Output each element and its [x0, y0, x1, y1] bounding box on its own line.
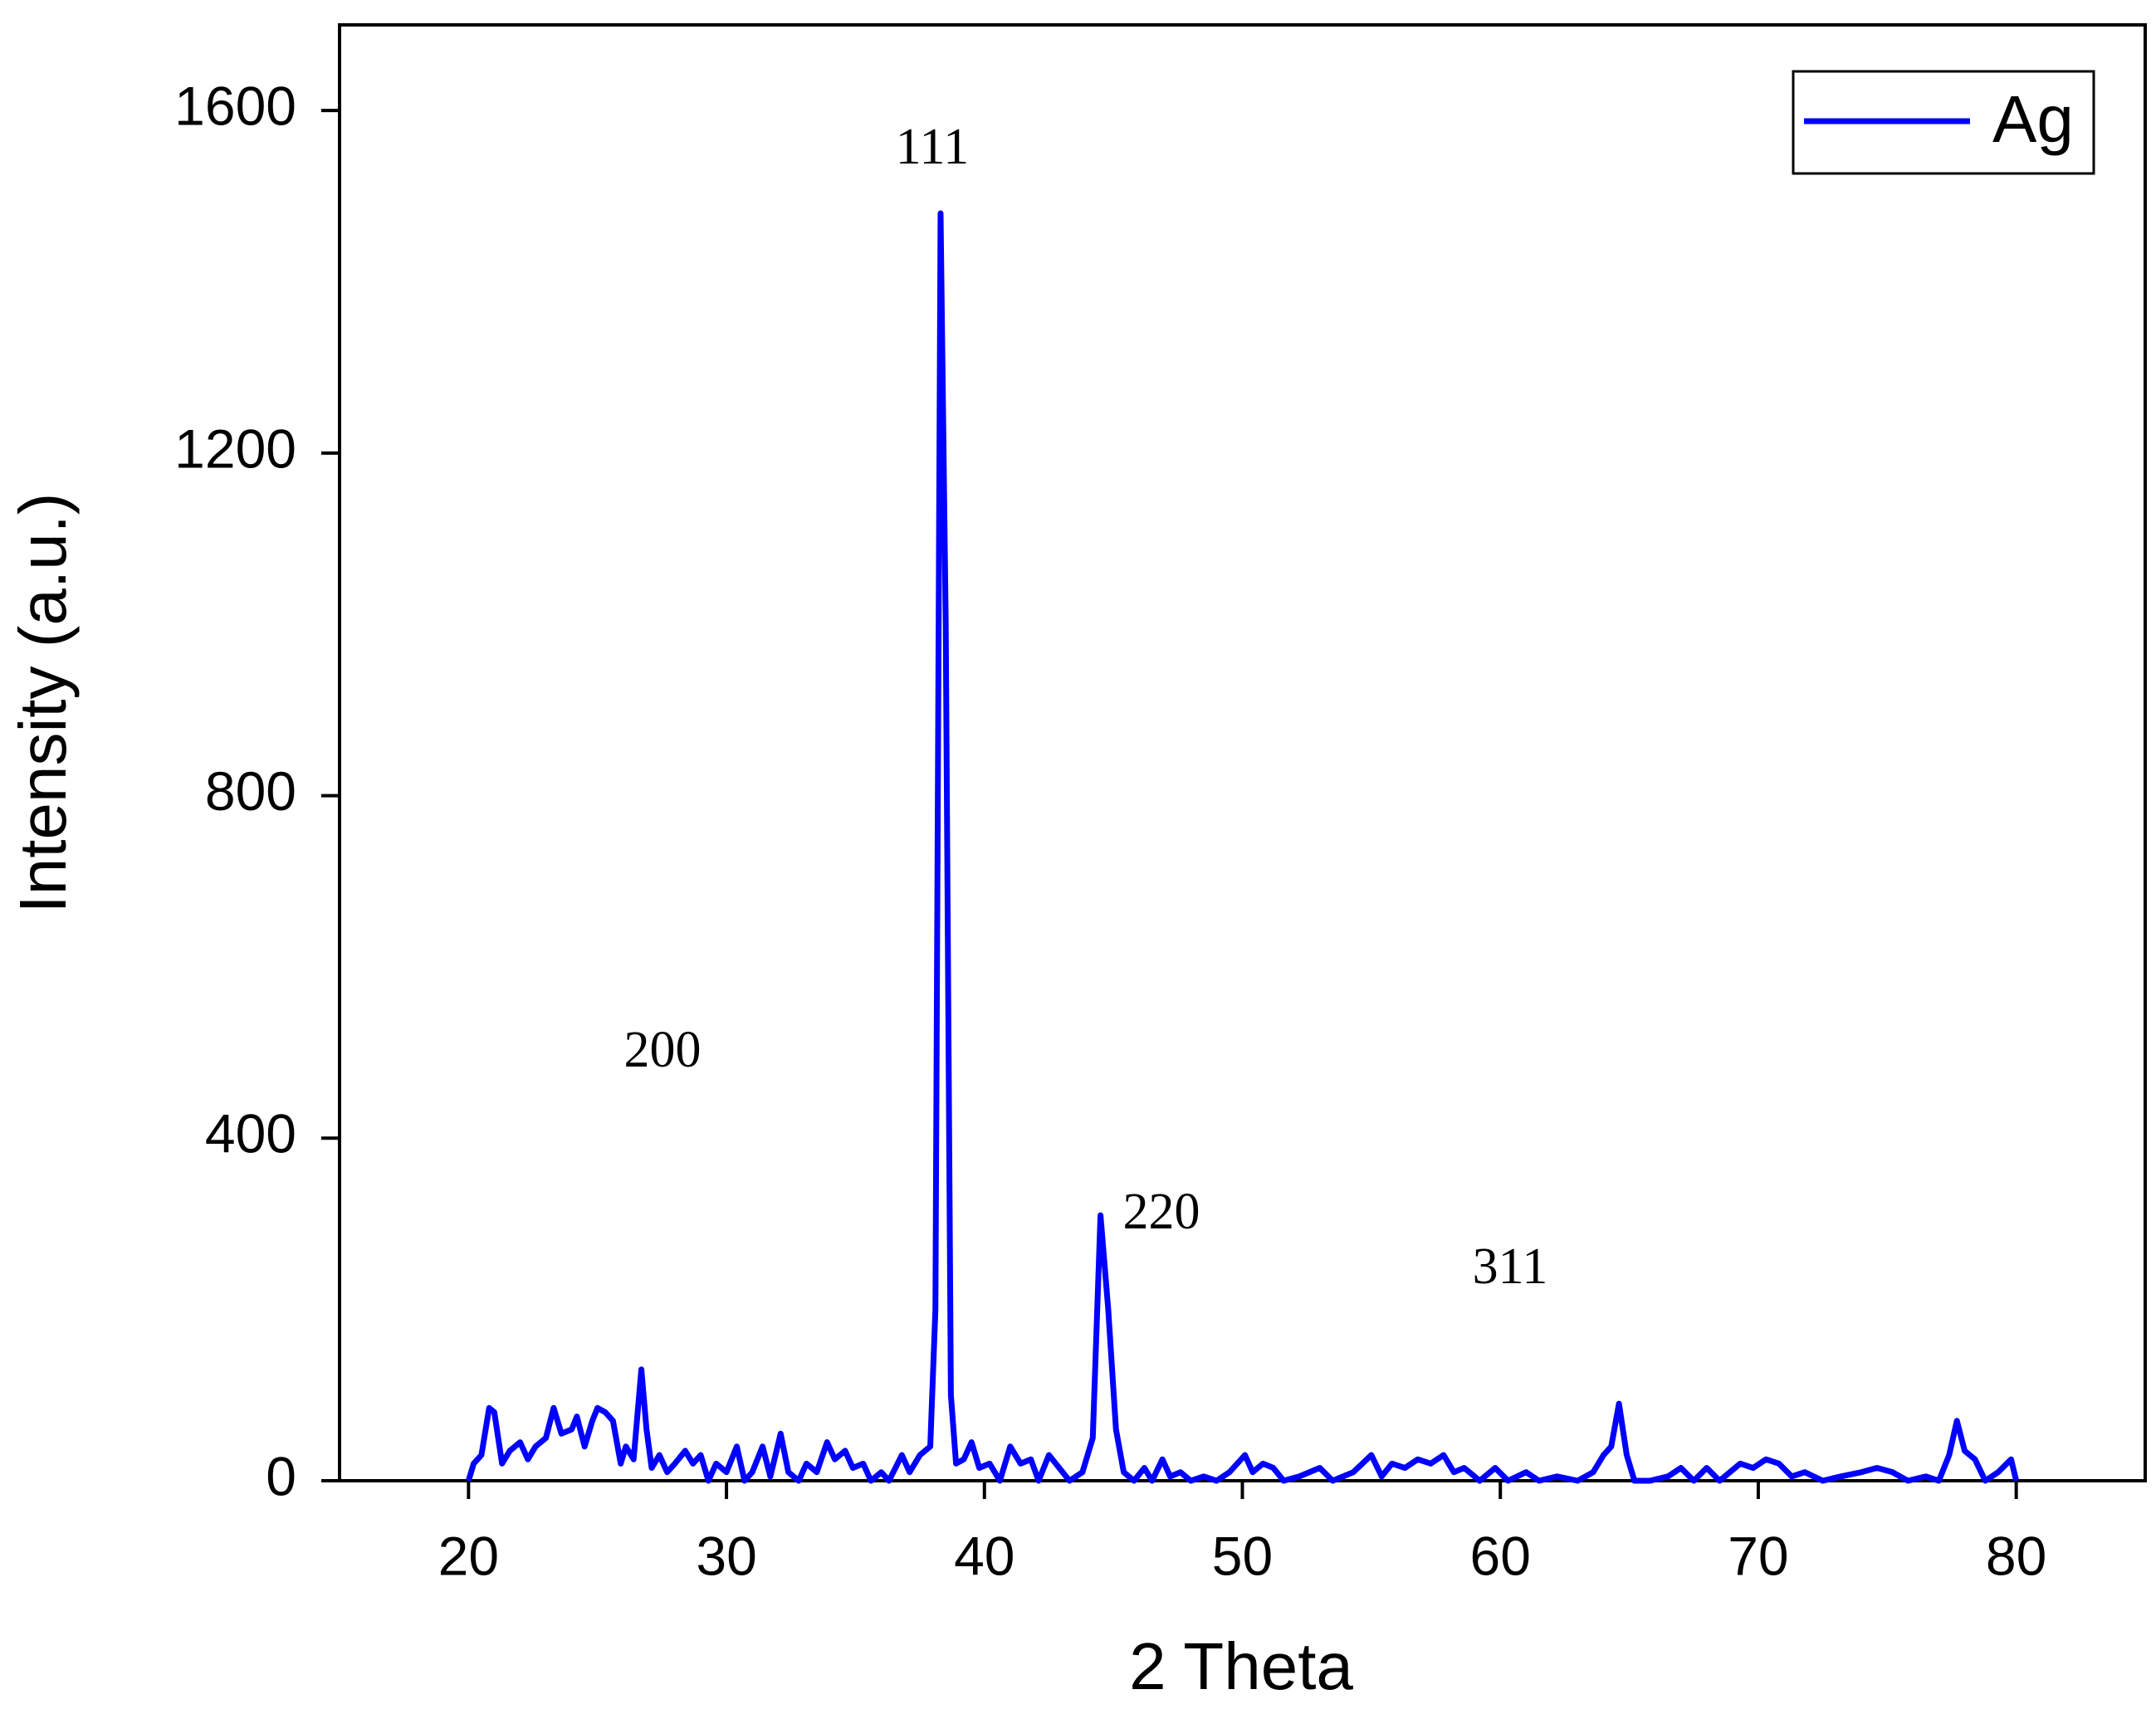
x-tick-label: 50 [1212, 1525, 1273, 1586]
x-axis-title: 2 Theta [1129, 1629, 1353, 1703]
y-tick-label: 400 [205, 1103, 296, 1165]
y-tick-label: 1200 [174, 417, 296, 479]
legend-label: Ag [1992, 82, 2074, 156]
y-axis-title: Intensity (a.u.) [6, 493, 80, 914]
y-tick-label: 800 [205, 760, 296, 822]
plot-frame [338, 23, 2147, 1482]
x-tick-label: 80 [1986, 1525, 2046, 1586]
x-tick-label: 40 [954, 1525, 1014, 1586]
data-line [466, 210, 2020, 1484]
x-tick-label: 30 [696, 1525, 756, 1586]
y-tick-label: 0 [266, 1445, 296, 1506]
x-tick-label: 60 [1470, 1525, 1531, 1586]
x-tick-label: 20 [438, 1525, 499, 1586]
x-tick-label: 70 [1728, 1525, 1788, 1586]
peak-annotation: 311 [1473, 1238, 1548, 1295]
y-tick-label: 1600 [174, 76, 296, 137]
peak-annotation: 200 [624, 1022, 702, 1078]
peak-annotation: 111 [896, 119, 969, 175]
peak-annotation: 220 [1123, 1184, 1200, 1240]
